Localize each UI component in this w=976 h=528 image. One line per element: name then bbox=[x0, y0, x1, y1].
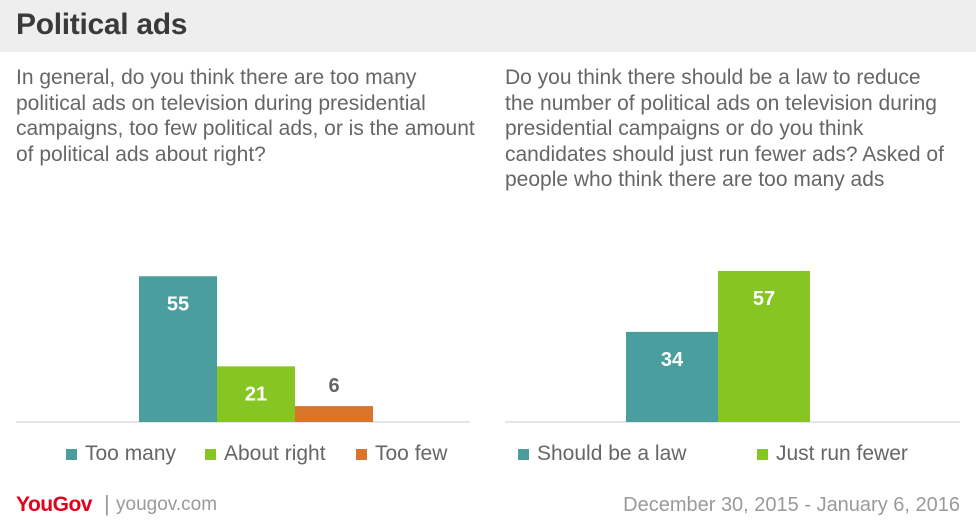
logo-you: You bbox=[16, 493, 53, 516]
page-title: Political ads bbox=[16, 8, 188, 41]
bar-too-many bbox=[139, 276, 217, 422]
legend-label: Too many bbox=[85, 442, 177, 465]
chart-right: 34 57 bbox=[626, 270, 810, 422]
question-left: In general, do you think there are too m… bbox=[16, 66, 475, 166]
legend-item: Too many bbox=[66, 442, 176, 466]
legend-label: Just run fewer bbox=[776, 442, 908, 465]
legend-label: About right bbox=[224, 442, 326, 465]
bar-should-be-a-law bbox=[626, 331, 718, 422]
yougov-logo: YouGov bbox=[16, 493, 92, 517]
bar-value-label: 57 bbox=[753, 288, 775, 310]
footer-url[interactable]: yougov.com bbox=[116, 494, 218, 515]
legend-swatch bbox=[205, 448, 216, 460]
legend-item: About right bbox=[205, 442, 326, 466]
footer-date-range: December 30, 2015 - January 6, 2016 bbox=[623, 494, 960, 516]
legend-right: Should be a law Just run fewer bbox=[0, 442, 976, 470]
bar-just-run-fewer bbox=[718, 270, 810, 422]
legend-swatch bbox=[66, 448, 77, 460]
bar-about-right bbox=[217, 366, 295, 422]
bar-value-label: 55 bbox=[167, 293, 189, 315]
legend-item: Just run fewer bbox=[757, 442, 908, 466]
legend-item: Too few bbox=[356, 442, 447, 466]
bar-value-label: 21 bbox=[245, 383, 267, 405]
bar-value-label: 6 bbox=[328, 375, 339, 397]
footer-separator: | bbox=[104, 491, 110, 516]
chart-left: 55 21 6 bbox=[139, 276, 373, 422]
legend-swatch bbox=[757, 448, 768, 460]
bar-value-label: 34 bbox=[661, 349, 684, 371]
question-right: Do you think there should be a law to re… bbox=[505, 66, 944, 191]
legend-label: Too few bbox=[375, 442, 448, 465]
logo-gov: Gov bbox=[52, 493, 93, 516]
title-bar: Political ads bbox=[0, 0, 976, 52]
legend-label: Should be a law bbox=[537, 442, 687, 465]
legend-swatch bbox=[356, 448, 367, 460]
bar-too-few bbox=[295, 406, 373, 422]
legend-left: Too many About right Too few bbox=[0, 442, 490, 470]
legend-item: Should be a law bbox=[518, 442, 686, 466]
legend-swatch bbox=[518, 448, 529, 460]
